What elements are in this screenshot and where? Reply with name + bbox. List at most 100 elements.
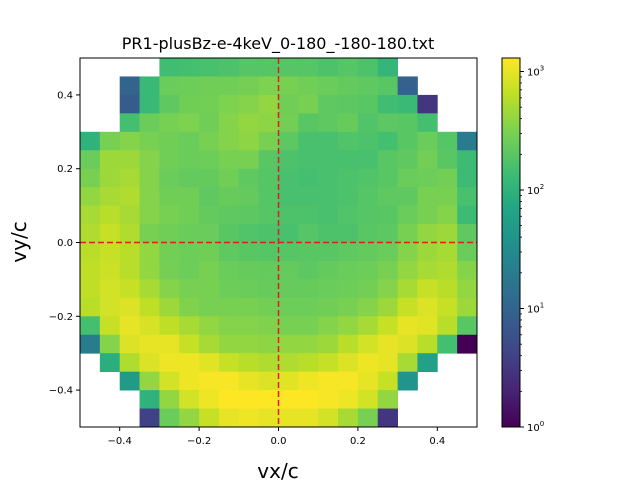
- heatmap-cell: [377, 94, 398, 114]
- heatmap-cell: [159, 76, 180, 96]
- heatmap-cell: [357, 260, 379, 280]
- heatmap-cell: [318, 168, 339, 188]
- heatmap-cell: [417, 334, 438, 354]
- heatmap-cell: [80, 242, 101, 262]
- heatmap-cell: [258, 297, 279, 317]
- heatmap-cell: [159, 58, 180, 77]
- heatmap-cell: [99, 297, 121, 317]
- heatmap-cell: [179, 316, 200, 336]
- heatmap-cell: [298, 94, 319, 114]
- heatmap-cell: [338, 168, 359, 188]
- heatmap-cell: [179, 242, 200, 262]
- heatmap-cell: [437, 168, 458, 188]
- heatmap-cell: [318, 94, 339, 114]
- heatmap-cell: [338, 334, 359, 354]
- heatmap-cell: [139, 76, 160, 96]
- heatmap-cell: [99, 205, 121, 225]
- heatmap-cell: [357, 242, 379, 262]
- heatmap-cell: [159, 334, 180, 354]
- heatmap-cell: [278, 76, 299, 96]
- heatmap-cell: [218, 205, 240, 225]
- heatmap-cell: [417, 205, 438, 225]
- heatmap-cell: [179, 334, 200, 354]
- heatmap-cell: [80, 334, 101, 354]
- y-tick-label: 0.4: [57, 90, 73, 101]
- heatmap-cell: [397, 316, 418, 336]
- heatmap-cell: [199, 408, 220, 428]
- heatmap-cell: [338, 279, 359, 299]
- heatmap-cell: [298, 371, 319, 391]
- heatmap-cell: [457, 131, 478, 151]
- heatmap-cell: [199, 224, 220, 243]
- x-tick-label: 0.4: [429, 436, 445, 447]
- heatmap-cell: [377, 353, 398, 373]
- heatmap-cell: [377, 371, 398, 391]
- heatmap-cell: [318, 150, 339, 170]
- heatmap-cell: [139, 408, 160, 428]
- heatmap-cell: [298, 205, 319, 225]
- heatmap-cell: [179, 371, 200, 391]
- heatmap-cell: [397, 242, 418, 262]
- heatmap-cell: [417, 242, 438, 262]
- heatmap-cell: [139, 390, 160, 409]
- heatmap-cell: [258, 353, 279, 373]
- y-tick-label: 0.0: [57, 238, 73, 249]
- heatmap-cell: [278, 316, 299, 336]
- heatmap-cell: [417, 316, 438, 336]
- heatmap-cell: [258, 94, 279, 114]
- heatmap-cell: [119, 187, 140, 206]
- heatmap-cell: [318, 371, 339, 391]
- heatmap-cell: [199, 76, 220, 96]
- heatmap-cell: [179, 150, 200, 170]
- heatmap-cell: [397, 260, 418, 280]
- heatmap-cell: [278, 390, 299, 409]
- heatmap-cell: [318, 316, 339, 336]
- heatmap-cell: [119, 242, 140, 262]
- heatmap-cell: [139, 242, 160, 262]
- heatmap-cell: [119, 131, 140, 151]
- heatmap-cell: [258, 371, 279, 391]
- heatmap-cell: [179, 353, 200, 373]
- heatmap-cell: [218, 168, 240, 188]
- heatmap-cell: [199, 58, 220, 77]
- heatmap-cell: [179, 279, 200, 299]
- heatmap-cell: [457, 297, 478, 317]
- heatmap-cell: [99, 260, 121, 280]
- heatmap-cell: [119, 168, 140, 188]
- heatmap-cell: [218, 150, 240, 170]
- heatmap-cell: [80, 150, 101, 170]
- heatmap-cell: [159, 408, 180, 428]
- heatmap-cell: [357, 353, 379, 373]
- heatmap-cell: [377, 150, 398, 170]
- heatmap-cell: [258, 131, 279, 151]
- heatmap-cell: [298, 260, 319, 280]
- heatmap-cell: [199, 168, 220, 188]
- heatmap-cell: [377, 279, 398, 299]
- heatmap-cell: [139, 334, 160, 354]
- y-axis-title: vy/c: [7, 221, 31, 262]
- heatmap-cell: [278, 408, 299, 428]
- heatmap-cell: [457, 187, 478, 206]
- heatmap-cell: [457, 334, 478, 354]
- heatmap-cell: [218, 316, 240, 336]
- heatmap-cells: [80, 58, 478, 428]
- heatmap-cell: [99, 150, 121, 170]
- heatmap-cell: [278, 224, 299, 243]
- heatmap-cell: [258, 390, 279, 409]
- heatmap-cell: [159, 131, 180, 151]
- heatmap-cell: [278, 242, 299, 262]
- heatmap-cell: [278, 353, 299, 373]
- heatmap-cell: [238, 297, 260, 317]
- heatmap-cell: [218, 260, 240, 280]
- heatmap-cell: [179, 113, 200, 133]
- heatmap-cell: [258, 316, 279, 336]
- heatmap-cell: [119, 279, 140, 299]
- heatmap-cell: [139, 371, 160, 391]
- heatmap-cell: [338, 76, 359, 96]
- heatmap-cell: [397, 279, 418, 299]
- heatmap-cell: [357, 334, 379, 354]
- heatmap-cell: [318, 390, 339, 409]
- heatmap-cell: [377, 224, 398, 243]
- heatmap-cell: [238, 76, 260, 96]
- heatmap-cell: [218, 353, 240, 373]
